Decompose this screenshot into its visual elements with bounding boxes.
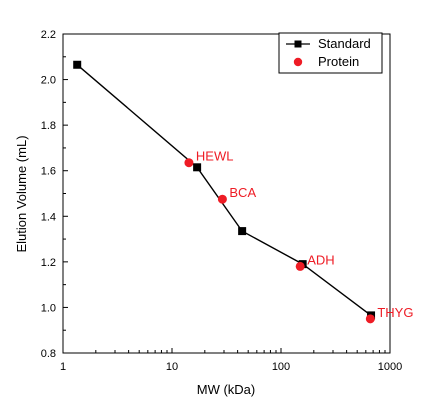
protein-label: ADH [307,252,334,267]
protein-point [184,158,194,168]
x-tick-label: 1000 [378,361,402,373]
y-tick-label: 2.2 [41,29,56,41]
standard-point [193,163,202,172]
legend-protein-marker [293,57,303,67]
standard-point [73,60,82,69]
protein-label: HEWL [196,149,234,164]
x-tick-label: 10 [166,361,178,373]
y-tick-label: 1.6 [41,166,56,178]
legend-standard-marker [294,40,302,48]
axes: 0.8 1.0 1.2 1.4 1.6 1.8 2.0 2.2 1 10 100 1000 [41,29,403,373]
legend-box [278,32,383,74]
y-tick-label: 0.8 [41,348,56,360]
legend-protein-label: Protein [318,54,359,69]
legend: Standard Protein [278,32,383,74]
marks [73,60,376,324]
y-tick-label: 2.0 [41,75,56,87]
protein-label: BCA [229,185,256,200]
y-tick-label: 1.8 [41,120,56,132]
standard-point [238,227,247,236]
y-tick-label: 1.2 [41,257,56,269]
protein-point [295,261,305,271]
protein-label: THYG [377,305,413,320]
legend-standard-label: Standard [318,36,371,51]
x-tick-label: 100 [272,361,290,373]
y-tick-label: 1.0 [41,302,56,314]
x-axis-title: MW (kDa) [197,382,256,397]
y-axis-title: Elution Volume (mL) [14,135,29,252]
protein-point [365,314,375,324]
x-tick-label: 1 [60,361,66,373]
protein-point [217,194,227,204]
standard-line [76,64,372,316]
point-labels: HEWL BCA ADH THYG [196,149,414,320]
y-tick-label: 1.4 [41,211,56,223]
plot-frame [62,33,391,354]
